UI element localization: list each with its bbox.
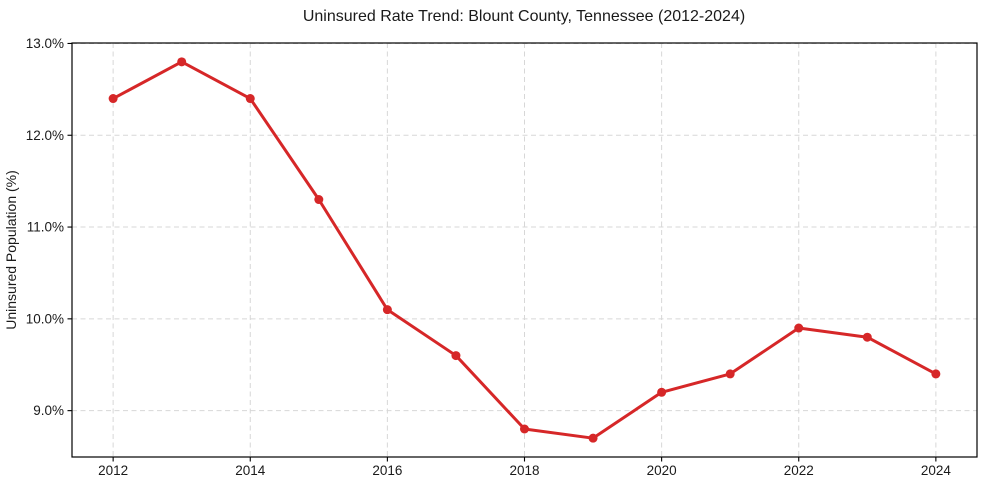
y-tick-label: 13.0% [26,36,64,51]
data-point-marker [794,323,804,333]
x-tick-label: 2022 [784,463,814,478]
y-tick-label: 9.0% [33,403,64,418]
x-tick-label: 2014 [235,463,266,478]
x-tick-label: 2020 [647,463,677,478]
data-point-marker [314,195,324,205]
x-tick-label: 2016 [372,463,402,478]
x-tick-label: 2012 [98,463,128,478]
data-point-marker [657,387,667,397]
data-point-marker [520,424,529,434]
chart-title: Uninsured Rate Trend: Blount County, Ten… [303,8,745,25]
y-tick-label: 12.0% [26,128,64,143]
x-tick-label: 2024 [921,463,952,478]
trend-line-series [108,57,941,443]
data-point-marker [245,94,255,104]
y-tick-label: 11.0% [27,220,64,235]
data-point-marker [382,305,392,315]
data-point-marker [588,433,598,443]
y-tick-label: 10.0% [26,311,64,326]
gridlines [72,42,977,457]
x-tick-label: 2018 [509,463,539,478]
data-point-marker [177,57,187,67]
x-tick-labels: 2012 2014 2016 2018 2020 2022 2024 [98,463,951,478]
y-tick-labels: 9.0% 10.0% 11.0% 12.0% 13.0% [26,36,64,418]
data-point-marker [451,351,461,361]
data-point-marker [862,332,872,342]
data-point-marker [725,369,735,379]
data-point-marker [931,369,941,379]
y-axis-label: Uninsured Population (%) [3,170,19,330]
axis-ticks [67,42,937,462]
data-point-marker [108,94,118,104]
